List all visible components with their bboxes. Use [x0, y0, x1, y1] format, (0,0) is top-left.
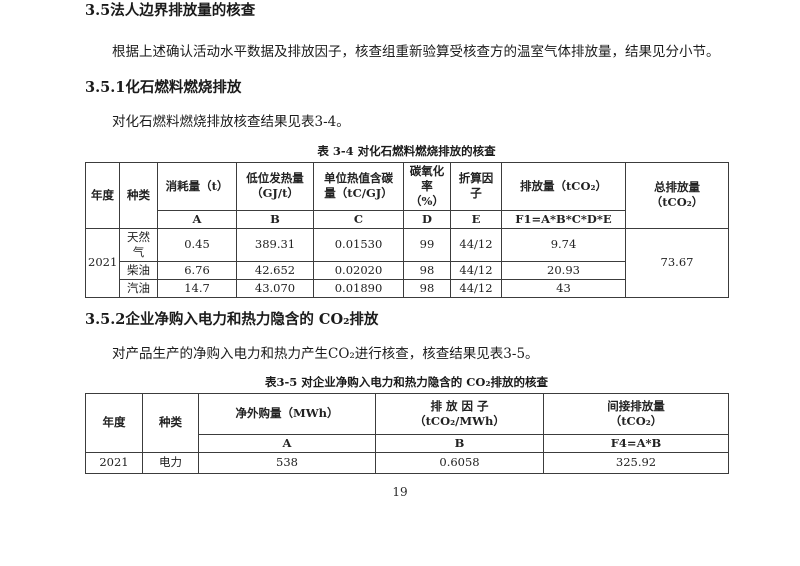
header-year: 年度	[85, 392, 143, 453]
section-heading-3-5-2: 3.5.2企业净购入电力和热力隐含的 CO₂排放	[85, 310, 379, 328]
header-purchased: 净外购量（MWh）	[198, 392, 376, 435]
cell-factor: 0.6058	[375, 451, 544, 474]
formula-a: A	[157, 209, 237, 229]
header-year: 年度	[85, 162, 120, 229]
cell-fuel: 柴油	[119, 260, 158, 280]
table-row: 2021 电力 538 0.6058 325.92	[85, 451, 729, 474]
cell-consumption: 0.45	[157, 227, 237, 262]
cell-ncv: 43.070	[236, 278, 314, 298]
header-total-emission: 总排放量 （tCO₂）	[625, 162, 729, 229]
table-3-4-caption: 表 3-4 对化石燃料燃烧排放的核查	[317, 144, 496, 158]
table-row: 2021 天然气 0.45 389.31 0.01530 99 44/12 9.…	[85, 227, 729, 298]
header-emission-factor: 排 放 因 子 （tCO₂/MWh）	[375, 392, 544, 435]
cell-indirect: 325.92	[543, 451, 729, 474]
formula-c: C	[313, 209, 404, 229]
cell-factor: 44/12	[450, 227, 502, 262]
header-consumption: 消耗量（t）	[157, 162, 237, 211]
cell-carbon: 0.01530	[313, 227, 404, 262]
table-3-5-header-row: 年度 种类 净外购量（MWh） 排 放 因 子 （tCO₂/MWh） 间接排放量…	[85, 392, 729, 453]
table-3-5: 年度 种类 净外购量（MWh） 排 放 因 子 （tCO₂/MWh） 间接排放量…	[85, 392, 729, 474]
cell-consumption: 14.7	[157, 278, 237, 298]
cell-fuel: 汽油	[119, 278, 158, 298]
formula-a: A	[198, 433, 376, 453]
cell-consumption: 6.76	[157, 260, 237, 280]
header-carbon-content: 单位热值含碳 量（tC/GJ）	[313, 162, 404, 211]
cell-ncv: 389.31	[236, 227, 314, 262]
cell-fuel: 天然气	[119, 227, 158, 262]
formula-b: B	[375, 433, 544, 453]
header-type: 种类	[142, 392, 199, 453]
cell-emission: 9.74	[501, 227, 626, 262]
cell-carbon: 0.02020	[313, 260, 404, 280]
section-3-5-paragraph: 根据上述确认活动水平数据及排放因子，核查组重新验算受核查方的温室气体排放量，结果…	[112, 44, 720, 60]
formula-f1: F1=A*B*C*D*E	[501, 209, 626, 229]
cell-factor: 44/12	[450, 278, 502, 298]
header-ncv: 低位发热量 （GJ/t）	[236, 162, 314, 211]
table-row: 柴油 6.76 42.652 0.02020 98 44/12 20.93	[86, 260, 729, 280]
formula-d: D	[403, 209, 451, 229]
header-fuel-type: 种类	[119, 162, 158, 229]
cell-emission: 43	[501, 278, 626, 298]
header-emission: 排放量（tCO₂）	[501, 162, 626, 211]
header-oxidation-rate: 碳氧化率 （%）	[403, 162, 451, 211]
cell-oxidation: 99	[403, 227, 451, 262]
cell-year: 2021	[85, 451, 143, 474]
cell-carbon: 0.01890	[313, 278, 404, 298]
cell-year: 2021	[85, 227, 120, 298]
section-3-5-2-paragraph: 对产品生产的净购入电力和热力产生CO₂进行核查，核查结果见表3-5。	[112, 345, 539, 362]
cell-purchased: 538	[198, 451, 376, 474]
formula-f4: F4=A*B	[543, 433, 729, 453]
formula-e: E	[450, 209, 502, 229]
section-heading-3-5: 3.5法人边界排放量的核查	[85, 2, 256, 19]
cell-factor: 44/12	[450, 260, 502, 280]
section-3-5-1-paragraph: 对化石燃料燃烧排放核查结果见表3-4。	[112, 114, 350, 130]
section-heading-3-5-1: 3.5.1化石燃料燃烧排放	[85, 79, 242, 96]
formula-b: B	[236, 209, 314, 229]
page-content: 3.5法人边界排放量的核查 根据上述确认活动水平数据及排放因子，核查组重新验算受…	[85, 0, 729, 474]
cell-emission: 20.93	[501, 260, 626, 280]
cell-oxidation: 98	[403, 260, 451, 280]
table-row: 汽油 14.7 43.070 0.01890 98 44/12 43	[86, 278, 729, 298]
table-3-4: 年度 种类 消耗量（t） 低位发热量 （GJ/t） 单位热值含碳 量（tC/GJ…	[85, 162, 729, 298]
cell-ncv: 42.652	[236, 260, 314, 280]
table-3-5-caption: 表3-5 对企业净购入电力和热力隐含的 CO₂排放的核查	[265, 374, 548, 389]
cell-oxidation: 98	[403, 278, 451, 298]
table-3-4-header-row: 年度 种类 消耗量（t） 低位发热量 （GJ/t） 单位热值含碳 量（tC/GJ…	[85, 162, 729, 229]
header-indirect-emission: 间接排放量 （tCO₂）	[543, 392, 729, 435]
header-conversion-factor: 折算因 子	[450, 162, 502, 211]
page-number: 19	[392, 485, 408, 499]
cell-type: 电力	[142, 451, 199, 474]
cell-total-emission: 73.67	[625, 227, 729, 298]
table-3-4-formula-row: A B C D E F1=A*B*C*D*E	[86, 209, 729, 229]
